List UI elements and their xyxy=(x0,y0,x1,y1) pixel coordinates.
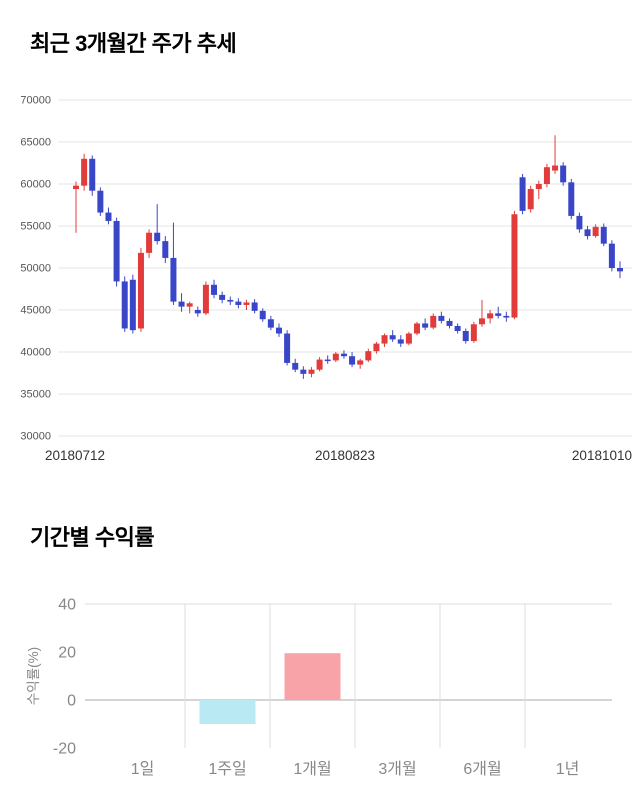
y-axis-tick-label: 20 xyxy=(58,645,76,662)
candle-body xyxy=(121,281,128,329)
x-axis-category-label: 1년 xyxy=(556,760,580,778)
candle-body xyxy=(186,303,193,307)
candle-body xyxy=(316,359,323,370)
y-axis-tick-label: 0 xyxy=(67,693,76,710)
candle-body xyxy=(259,310,266,320)
y-axis-tick-label: 70000 xyxy=(20,95,51,107)
candle-body xyxy=(349,356,356,365)
price-trend-title: 최근 3개월간 주가 추세 xyxy=(30,31,237,56)
y-axis-title: 수익률(%) xyxy=(26,647,41,705)
candle-body xyxy=(202,284,209,314)
candle-body xyxy=(470,324,477,342)
candle-body xyxy=(430,315,437,328)
candle-body xyxy=(357,360,364,365)
candle-body xyxy=(137,252,144,329)
candle-body xyxy=(235,301,242,305)
candle-body xyxy=(568,182,575,216)
candle-body xyxy=(251,302,258,311)
candle-body xyxy=(405,333,412,344)
candle-body xyxy=(527,189,534,210)
y-axis-tick-label: -20 xyxy=(53,741,76,758)
candle-body xyxy=(219,294,226,300)
candle-body xyxy=(373,343,380,352)
bar-negative xyxy=(199,700,256,724)
candle-body xyxy=(105,212,112,221)
candle-body xyxy=(495,313,502,316)
candle-body xyxy=(543,167,550,184)
candle-body xyxy=(267,319,274,328)
candle-body xyxy=(381,335,388,344)
y-axis-tick-label: 55000 xyxy=(20,221,51,233)
candle-body xyxy=(154,232,161,242)
candle-body xyxy=(438,315,445,321)
candle-body xyxy=(178,301,185,307)
x-axis-tick-label: 20180823 xyxy=(315,448,375,463)
candle-body xyxy=(487,313,494,319)
candle-body xyxy=(592,226,599,237)
candle-body xyxy=(519,177,526,211)
x-axis-category-label: 1일 xyxy=(131,760,155,778)
y-axis-tick-label: 30000 xyxy=(20,431,51,443)
candle-body xyxy=(503,315,510,318)
x-axis-category-label: 1개월 xyxy=(293,760,331,778)
candle-body xyxy=(113,220,120,282)
y-axis-tick-label: 40000 xyxy=(20,347,51,359)
candle-body xyxy=(324,359,331,362)
period-returns-chart: -20 0 20 40 수익률(%) 1일 1주일 1개월 3개월 6개월 1년 xyxy=(26,597,612,778)
candle-body xyxy=(292,362,299,370)
x-axis-category-label: 1주일 xyxy=(208,760,246,778)
candle-body xyxy=(560,165,567,183)
x-axis-tick-label: 20181010 xyxy=(572,448,632,463)
candle-body xyxy=(576,215,583,230)
y-axis-tick-label: 60000 xyxy=(20,179,51,191)
y-axis-tick-label: 45000 xyxy=(20,305,51,317)
candle-body xyxy=(300,369,307,374)
candle-body xyxy=(365,351,372,361)
candle-body xyxy=(584,229,591,237)
candle-body xyxy=(129,279,136,331)
candle-body xyxy=(389,335,396,340)
candle-body xyxy=(511,214,518,318)
candle-body xyxy=(462,331,469,342)
x-axis-category-label: 6개월 xyxy=(463,760,501,778)
y-axis-tick-label: 50000 xyxy=(20,263,51,275)
candle-body xyxy=(89,158,96,191)
candle-body xyxy=(332,353,339,361)
bar-positive xyxy=(284,653,341,700)
y-axis-tick-label: 65000 xyxy=(20,137,51,149)
period-returns-title: 기간별 수익률 xyxy=(30,525,155,550)
candle-body xyxy=(73,185,79,190)
candle-body xyxy=(162,241,169,258)
candle-body xyxy=(284,333,291,363)
x-axis-tick-label: 20180712 xyxy=(45,448,105,463)
candle-body xyxy=(227,299,234,302)
candle-body xyxy=(97,190,104,213)
candle-body xyxy=(446,320,453,326)
candle-body xyxy=(552,165,559,171)
candle-body xyxy=(170,257,177,302)
candle-body xyxy=(81,158,88,186)
candle-body xyxy=(454,325,461,331)
candle-body xyxy=(422,323,429,328)
candle-body xyxy=(275,327,282,334)
y-axis-tick-label: 35000 xyxy=(20,389,51,401)
candle-body xyxy=(535,184,542,190)
candle-body xyxy=(600,226,607,244)
candle-body xyxy=(478,318,485,325)
candlestick-chart: 30000 35000 40000 45000 50000 55000 60000 65000… xyxy=(20,95,632,463)
candle-body xyxy=(608,243,615,268)
candle-body xyxy=(308,369,315,374)
x-axis-category-label: 3개월 xyxy=(378,760,416,778)
candle-body xyxy=(194,310,201,314)
y-axis-tick-label: 40 xyxy=(58,597,76,614)
candle-body xyxy=(211,284,218,295)
candle-body xyxy=(617,268,623,272)
candle-body xyxy=(397,339,404,344)
candle-body xyxy=(243,302,250,305)
candle-body xyxy=(340,353,347,357)
candle-body xyxy=(146,232,153,253)
candle-body xyxy=(414,323,421,334)
